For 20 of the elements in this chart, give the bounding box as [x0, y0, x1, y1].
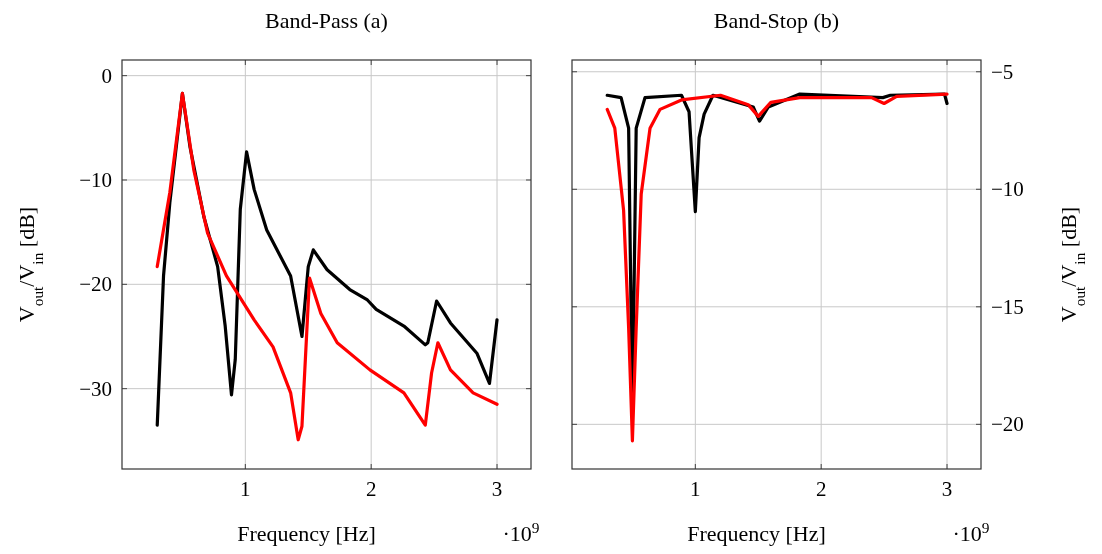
- x-axis-title: Frequency [Hz]: [687, 521, 826, 546]
- y2-tick-label: −5: [991, 59, 1014, 84]
- y-tick-label: −10: [79, 167, 112, 192]
- text: ·10$^{9}$: [502, 518, 540, 546]
- y2-tick-label: −15: [991, 294, 1024, 319]
- x-axis-title: Frequency [Hz]: [237, 521, 376, 546]
- x-tick-label: 1: [240, 477, 251, 501]
- chart-title: Band-Pass (a): [265, 8, 388, 33]
- chart-title: Band-Stop (b): [713, 8, 840, 33]
- x-tick-label: 1: [690, 477, 701, 501]
- text: ·10$^{9}$: [952, 518, 990, 546]
- y-tick-label: −20: [79, 272, 112, 297]
- y-tick-label: 0: [101, 63, 112, 88]
- y2-tick-label: −10: [991, 177, 1024, 202]
- x-tick-label: 3: [491, 477, 503, 501]
- x-tick-label: 2: [365, 477, 377, 501]
- y-tick-label: −30: [79, 376, 112, 401]
- x-tick-label: 2: [815, 477, 827, 501]
- x-tick-label: 3: [941, 477, 953, 501]
- y2-tick-label: −20: [991, 412, 1024, 437]
